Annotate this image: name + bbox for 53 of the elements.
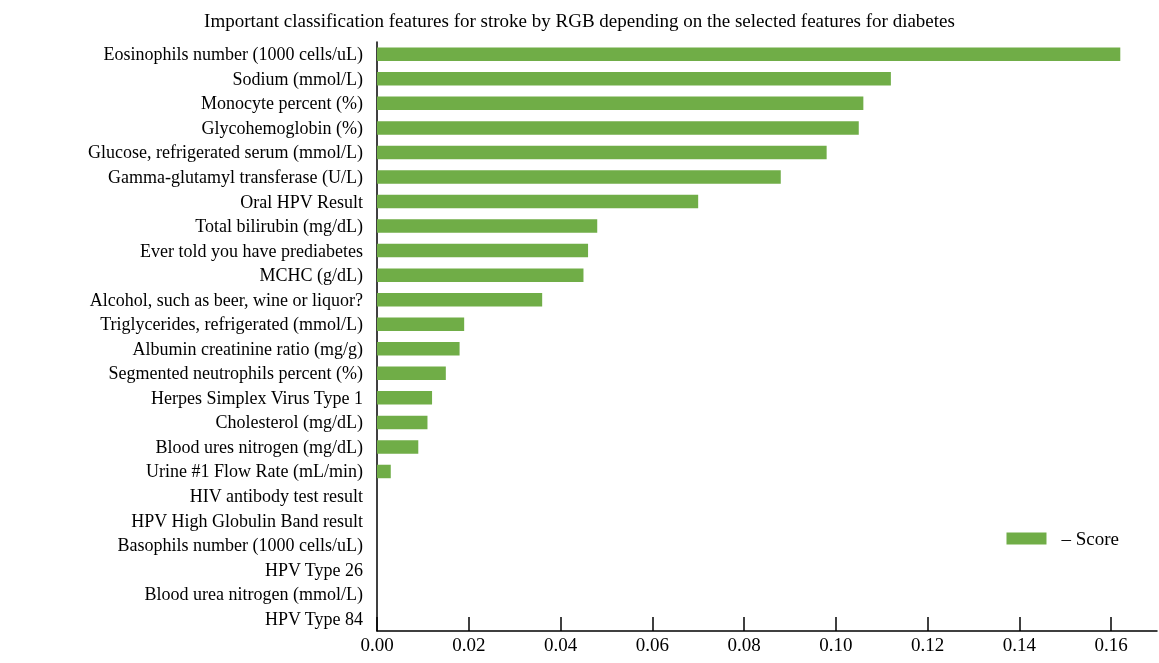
y-tick-label: Herpes Simplex Virus Type 1 (151, 387, 363, 408)
y-tick-label: HPV Type 84 (264, 608, 363, 629)
bar (377, 170, 781, 184)
y-tick-label: MCHC (g/dL) (259, 265, 364, 287)
legend-label: – Score (1060, 528, 1120, 549)
y-tick-label: Sodium (mmol/L) (232, 68, 364, 90)
y-tick-label: Alcohol, such as beer, wine or liquor? (89, 289, 364, 310)
y-tick-label: Triglycerides, refrigerated (mmol/L) (100, 314, 363, 336)
bar (377, 292, 543, 307)
bar (377, 243, 589, 258)
x-tick-label: 0.08 (727, 634, 761, 655)
y-tick-label: Total bilirubin (mg/dL) (195, 216, 363, 238)
y-tick-label: Gamma-glutamyl transferase (U/L) (108, 166, 363, 188)
bar (377, 464, 391, 479)
bar (377, 268, 584, 282)
bar (377, 440, 419, 454)
y-tick-label: Glucose, refrigerated serum (mmol/L) (88, 142, 363, 164)
x-tick-label: 0.16 (1094, 634, 1128, 655)
y-tick-label: Cholesterol (mg/dL) (215, 412, 363, 434)
y-tick-label: Basophils number (1000 cells/uL) (117, 535, 363, 557)
y-tick-label: Glycohemoglobin (%) (201, 117, 363, 139)
y-tick-label: HPV High Globulin Band result (131, 510, 363, 531)
y-tick-label: Urine #1 Flow Rate (mL/min) (146, 461, 363, 483)
x-tick-label: 0.12 (910, 634, 945, 655)
x-tick-label: 0.00 (360, 634, 394, 655)
x-tick-label: 0.02 (452, 634, 486, 655)
y-tick-label: Segmented neutrophils percent (%) (108, 363, 363, 385)
y-tick-label: HPV Type 26 (264, 559, 363, 580)
y-tick-label: Oral HPV Result (240, 191, 363, 212)
bar (377, 415, 428, 430)
y-tick-label: HIV antibody test result (189, 486, 363, 507)
x-tick-label: 0.10 (819, 634, 853, 655)
chart-title: Important classification features for stroke by RGB depending on the selected features for diabetes (204, 10, 955, 31)
x-tick-label: 0.04 (543, 634, 578, 655)
y-tick-label: Monocyte percent (%) (201, 93, 363, 115)
bar (377, 96, 864, 111)
y-tick-label: Eosinophils number (1000 cells/uL) (103, 44, 363, 66)
y-tick-label: Ever told you have prediabetes (140, 240, 363, 261)
bar (377, 194, 699, 209)
bar (377, 72, 891, 86)
bar (377, 219, 598, 233)
x-tick-label: 0.06 (635, 634, 669, 655)
x-tick-label: 0.14 (1002, 634, 1037, 655)
y-tick-label: Albumin creatinine ratio (mg/g) (132, 338, 363, 360)
bar (377, 121, 859, 135)
bar (377, 391, 433, 405)
y-tick-label: Blood urea nitrogen (mmol/L) (144, 584, 363, 606)
bar (377, 342, 460, 356)
bar (377, 317, 465, 331)
bar (377, 47, 1121, 62)
bar (377, 145, 827, 160)
bar (377, 366, 446, 381)
y-tick-label: Blood ures nitrogen (mg/dL) (155, 436, 363, 458)
